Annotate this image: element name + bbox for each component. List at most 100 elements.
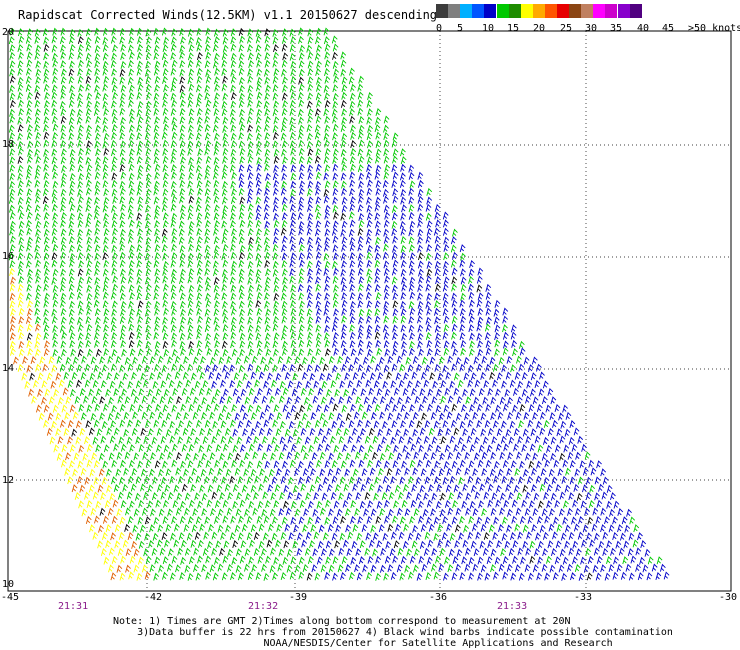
wind-barb [162, 99, 168, 108]
wind-barb [62, 387, 69, 396]
wind-barb [546, 484, 553, 493]
wind-barb [119, 163, 126, 172]
wind-barb [152, 476, 159, 485]
wind-barb [316, 243, 323, 252]
wind-barb [302, 412, 308, 421]
wind-barb [343, 388, 350, 397]
wind-barb [256, 108, 263, 117]
legend-swatch [593, 4, 606, 18]
wind-barb [145, 236, 152, 245]
wind-barb [212, 364, 219, 373]
wind-barb [495, 404, 501, 413]
wind-barb [111, 156, 118, 165]
wind-barb [102, 43, 109, 52]
wind-barb [213, 179, 220, 188]
wind-barb [374, 203, 381, 212]
wind-barb [548, 523, 555, 532]
wind-barb [225, 468, 232, 477]
wind-barb [34, 28, 41, 37]
wind-barb [392, 460, 399, 469]
wind-barb [68, 124, 75, 133]
wind-barb [256, 283, 263, 292]
wind-barb [426, 196, 433, 205]
wind-barb [266, 427, 273, 436]
wind-barb [513, 428, 520, 437]
wind-barb [615, 540, 622, 549]
wind-barb [339, 420, 346, 429]
wind-barb [68, 275, 75, 284]
wind-barb [229, 364, 236, 373]
wind-barb [273, 292, 280, 301]
wind-barb [154, 348, 160, 357]
wind-barb [384, 348, 391, 357]
wind-barb [434, 316, 440, 325]
wind-barb [171, 243, 177, 252]
wind-barb [550, 396, 557, 405]
wind-barb [85, 332, 92, 341]
wind-barb [512, 404, 518, 413]
wind-barb [162, 139, 169, 148]
wind-barb [69, 331, 76, 340]
wind-barb [143, 435, 150, 444]
wind-barb [85, 52, 92, 61]
wind-barb [282, 268, 288, 277]
wind-barb [26, 131, 33, 140]
wind-barb [255, 179, 262, 188]
wind-barb [255, 124, 262, 133]
wind-barb [264, 156, 271, 165]
wind-barb [145, 204, 151, 213]
wind-barb [69, 316, 75, 325]
wind-barb [232, 388, 239, 397]
wind-barb [149, 564, 156, 573]
wind-barb [204, 228, 211, 237]
wind-barb [232, 444, 239, 453]
wind-barb [189, 387, 196, 396]
wind-barb [161, 419, 168, 428]
wind-barb [208, 523, 214, 532]
wind-barb [180, 156, 186, 165]
wind-barb [391, 212, 398, 221]
wind-barb [549, 508, 555, 517]
wind-barb [222, 499, 229, 508]
wind-barb [356, 476, 363, 485]
wind-barb [613, 500, 620, 509]
wind-barb [505, 371, 512, 380]
wind-barb [17, 283, 24, 292]
wind-barb [85, 83, 92, 92]
wind-barb [86, 268, 92, 276]
wind-barb [271, 379, 277, 388]
wind-barb [333, 267, 339, 276]
wind-barb [264, 292, 270, 301]
wind-barb [381, 436, 388, 445]
wind-barb [387, 355, 394, 364]
wind-barb [51, 44, 58, 53]
wind-barb [103, 132, 110, 141]
wind-barb [103, 212, 109, 221]
wind-barb [179, 84, 186, 93]
wind-barb [412, 467, 419, 476]
wind-barb [18, 99, 24, 108]
wind-barb [340, 571, 346, 580]
wind-barb [153, 139, 160, 148]
wind-barb [528, 460, 535, 469]
wind-barb [288, 476, 294, 485]
wind-barb [415, 436, 422, 445]
wind-barb [368, 427, 375, 436]
wind-barb [247, 132, 253, 141]
wind-barb [60, 107, 67, 116]
wind-barb [393, 500, 399, 509]
wind-barb [223, 443, 229, 452]
wind-barb [206, 499, 213, 508]
wind-barb [366, 228, 373, 237]
wind-barb [68, 196, 75, 205]
wind-barb [400, 420, 406, 429]
wind-barb [235, 548, 242, 557]
wind-barb [543, 491, 549, 500]
wind-barb [412, 411, 419, 420]
wind-barb [171, 307, 177, 316]
wind-barb [316, 556, 323, 565]
wind-barb [111, 84, 118, 93]
wind-barb [316, 459, 322, 468]
wind-barb [188, 171, 194, 180]
wind-barb [332, 100, 339, 109]
